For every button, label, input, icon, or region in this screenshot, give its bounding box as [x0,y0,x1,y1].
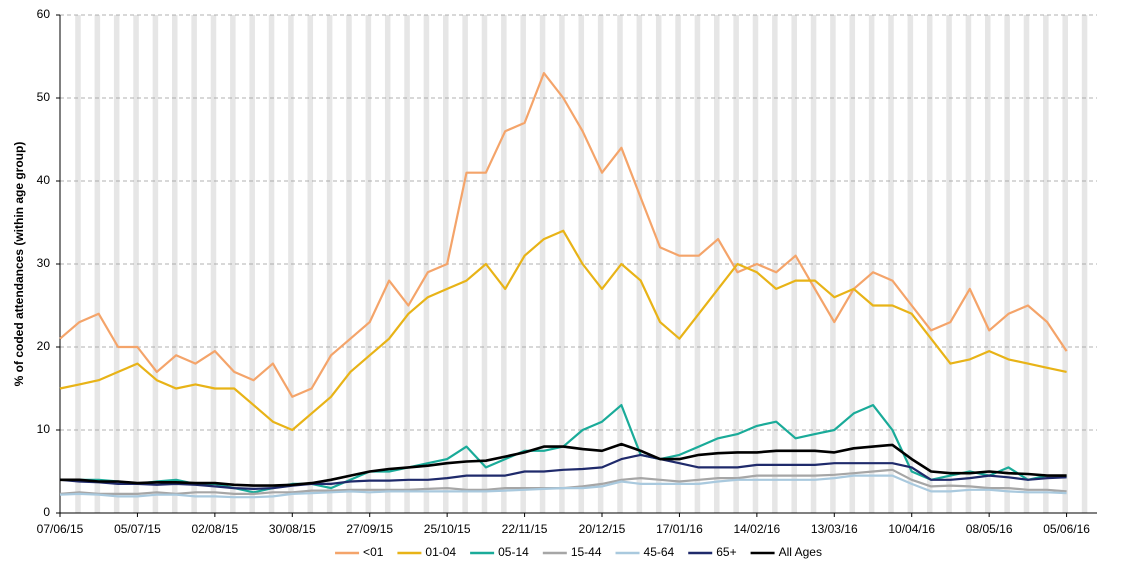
x-tick-label: 10/04/16 [888,522,935,536]
series-line [59,229,1067,432]
weekend-band [288,15,294,513]
legend-label: 15-44 [571,545,602,559]
x-tick-label: 05/06/16 [1043,522,1090,536]
x-tick-label: 25/10/15 [424,522,471,536]
y-axis-label: % of coded attendances (within age group… [12,142,26,387]
legend-label: <01 [363,545,384,559]
weekend-band [714,15,720,513]
x-tick-label: 22/11/15 [502,522,548,536]
weekend-band [152,15,159,513]
series-line [60,442,1067,487]
weekend-band [404,15,410,513]
legend-label: 05-14 [498,545,529,559]
weekend-band [636,15,643,513]
y-tick-label: 0 [43,505,50,519]
x-tick-label: 13/03/16 [811,522,858,536]
legend: <01 01-04 05-14 15-44 45-64 65+ All Ages [335,545,822,559]
legend-label: 45-64 [644,545,675,559]
weekend-band [559,15,565,513]
weekend-band [868,15,875,513]
weekend-band [230,15,236,513]
y-tick-label: 30 [37,256,51,270]
y-tick-label: 50 [37,90,51,104]
weekend-band [539,15,546,513]
weekend-band [1062,15,1068,513]
y-tick-label: 40 [37,173,51,187]
weekend-band [617,15,623,513]
x-tick-label: 07/06/15 [37,522,84,536]
weekend-band [810,15,817,513]
weekend-band [965,15,972,513]
x-tick-label: 20/12/15 [579,522,626,536]
weekend-band [462,15,468,513]
weekend-band [791,15,797,513]
weekend-band [1043,15,1049,513]
legend-label: 65+ [716,545,736,559]
y-tick-label: 10 [37,422,51,436]
series-line [59,453,1067,490]
x-tick-label: 27/09/15 [346,522,393,536]
y-tick-label: 60 [37,7,51,21]
legend-label: 01-04 [425,545,456,559]
x-tick-label: 30/08/15 [269,522,316,536]
x-tick-label: 05/07/15 [114,522,161,536]
y-tick-label: 20 [37,339,51,353]
legend-label: All Ages [779,545,822,559]
x-tick-label: 14/02/16 [734,522,781,536]
x-tick-label: 08/05/16 [966,522,1013,536]
weekend-band [384,15,391,513]
weekend-band [307,15,314,513]
series-line [59,474,1067,499]
series-line [59,72,1068,398]
weekend-band [210,15,217,513]
weekend-band [133,15,139,513]
weekend-band [888,15,894,513]
x-tick-label: 02/08/15 [191,522,238,536]
x-tick-label: 17/01/16 [656,522,703,536]
